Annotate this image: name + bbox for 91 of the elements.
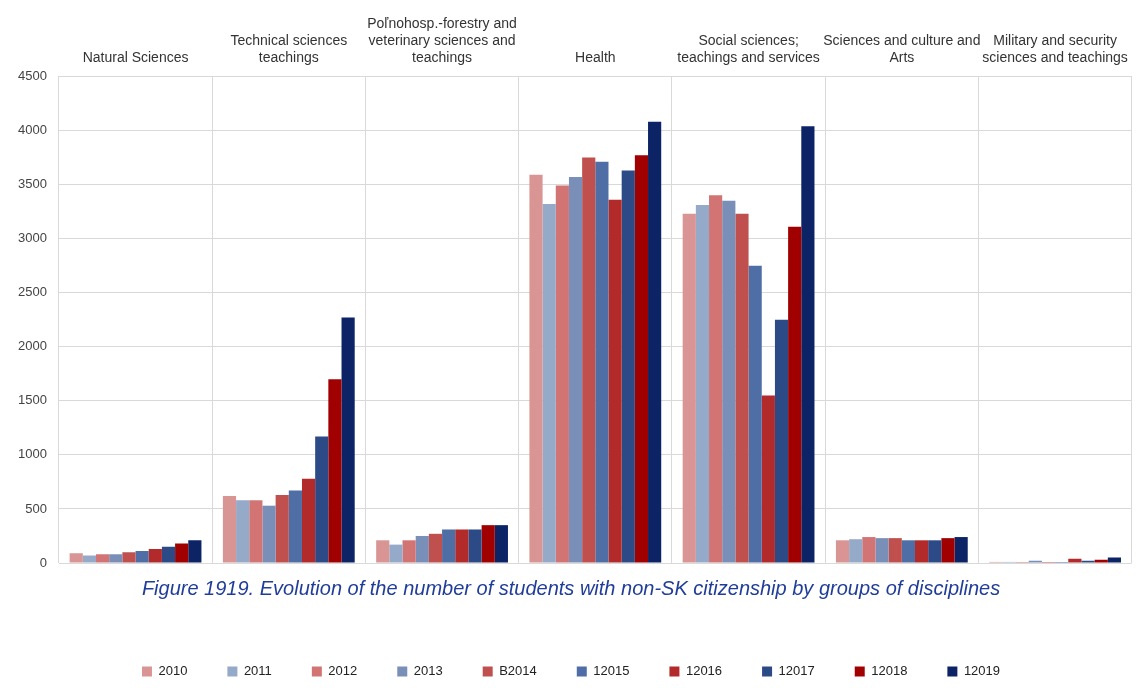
bar [376,540,390,563]
bar [402,540,416,563]
bar [835,540,850,563]
bar [82,555,97,563]
bar [682,213,696,563]
legend-label: 12019 [963,663,1001,679]
y-tick-label: 3000 [18,230,47,246]
legend-label: 2013 [413,663,443,679]
bar [1107,557,1121,563]
bar [442,529,456,563]
bar [468,529,482,563]
bar [96,554,110,563]
y-tick-label: 2500 [18,284,47,300]
bar [341,317,355,563]
bar [862,537,876,563]
x-tick-label: Technical sciences teachings [230,32,348,65]
bar [262,505,276,563]
bar [481,525,495,563]
y-tick-label: 4500 [18,67,47,83]
bar [236,500,250,563]
legend-label: 2012 [328,663,358,679]
bar [621,170,635,563]
bar [494,525,508,563]
bar [135,551,149,563]
y-tick-label: 500 [25,500,47,516]
bar [954,537,968,563]
bar [915,540,929,563]
x-tick-label: Social sciences; teachings and services [677,32,820,65]
legend-label: 12016 [685,663,723,679]
bar [801,126,815,563]
bar [109,554,123,563]
bar [722,200,736,563]
bar [761,395,775,563]
bar [275,494,289,563]
bar [555,185,569,563]
bar [161,546,176,563]
caption: Figure 1919. Evolution of the number of students with non-SK citizenship by groups of disciplines [141,576,1001,599]
bar [875,538,889,563]
x-tick-label: Sciences and culture and Arts [823,32,981,65]
bar [788,226,802,563]
bar [122,552,136,563]
bar [888,538,902,563]
bar [901,540,916,563]
bar [328,379,342,563]
bar [529,174,543,563]
bar [774,319,789,563]
bar [415,535,429,563]
bar [568,176,583,563]
legend-label: 2011 [243,663,272,679]
legend-label: 12018 [871,663,908,679]
x-tick-label: Poľnohosp.-forestry and veterinary sciences and teachings [367,15,517,65]
x-tick-label: Natural Sciences [82,48,189,65]
bar [634,155,649,563]
bar [389,544,403,563]
bar [301,478,316,563]
y-tick-label: 3500 [18,176,47,192]
bar [148,548,162,563]
bar [608,199,622,563]
y-tick-label: 0 [39,554,47,570]
bar [69,553,83,563]
bar [928,540,942,563]
y-tick-label: 1000 [18,446,47,462]
bar [1068,558,1082,563]
bar [288,490,302,563]
bar [849,539,863,563]
legend-label: B2014 [499,663,537,679]
bar [582,157,596,563]
bar [648,121,662,563]
bar [249,500,263,563]
bar [175,543,189,563]
bar [595,161,609,563]
x-tick-label: Military and security sciences and teachings [982,32,1128,65]
y-tick-label: 1500 [18,392,47,408]
bar [315,436,329,563]
bar [695,205,710,563]
bar [735,213,749,563]
bar [941,538,955,563]
legend-label: 2010 [158,663,188,679]
bar [748,265,762,563]
y-tick-label: 2000 [18,338,47,354]
bar [222,495,237,563]
bar [1094,559,1108,563]
bar [455,529,469,563]
bar [542,204,556,563]
x-tick-label: Health [575,48,616,65]
bar [428,533,443,563]
bar [709,195,723,563]
legend-label: 12017 [778,663,815,679]
bar [188,540,202,563]
y-tick-label: 4000 [18,122,47,138]
legend-label: 12015 [593,663,630,679]
